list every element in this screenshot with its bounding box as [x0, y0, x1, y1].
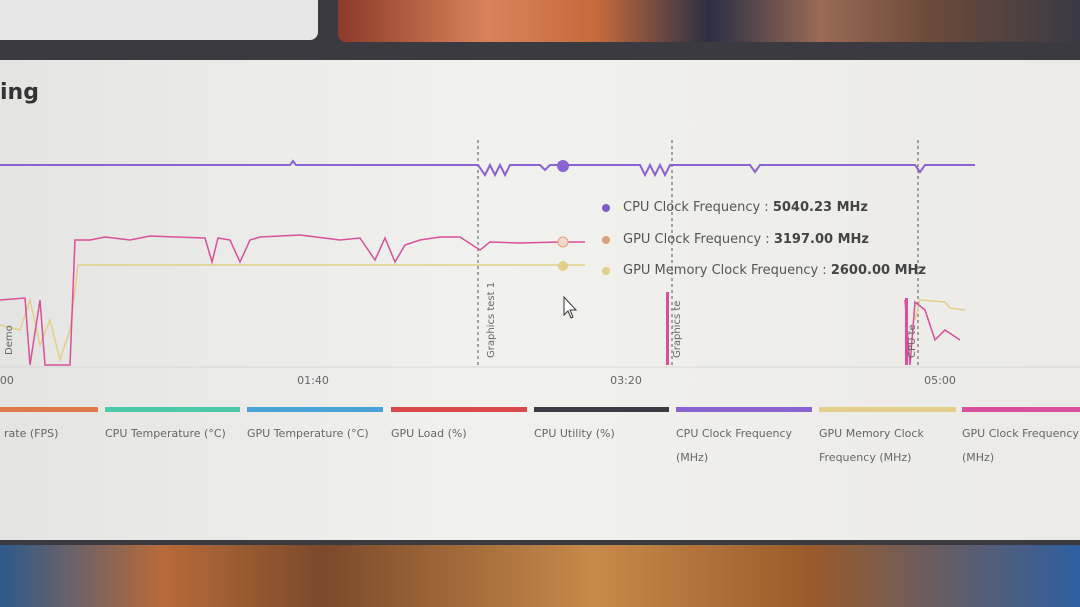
gpu-memory-clock-line	[0, 264, 585, 363]
tooltip-row: GPU Memory Clock Frequency : 2600.00 MHz	[623, 263, 926, 278]
tooltip-value: 3197.00 MHz	[773, 232, 869, 247]
tooltip-label: CPU Clock Frequency :	[623, 200, 769, 215]
legend-swatch	[534, 407, 669, 412]
mouse-cursor	[563, 295, 578, 319]
monitoring-panel	[0, 60, 1080, 540]
legend-item[interactable]: CPU Utility (%)	[534, 407, 669, 467]
marker-lines	[477, 140, 919, 365]
legend-item[interactable]: GPU Temperature (°C)	[247, 407, 383, 467]
tooltip-label: GPU Memory Clock Frequency :	[623, 263, 827, 278]
top-image	[338, 0, 1080, 42]
legend-swatch	[819, 407, 956, 412]
x-tick-label: :00	[0, 374, 14, 387]
legend-label: GPU Load (%)	[391, 427, 467, 440]
hover-point	[557, 236, 569, 248]
gpu-clock-line	[904, 299, 961, 366]
hover-point	[558, 261, 568, 271]
legend-swatch	[105, 407, 240, 412]
x-tick-label: 01:40	[297, 374, 329, 387]
legend-swatch	[0, 407, 98, 412]
marker-label: Demo	[4, 325, 15, 355]
gpu-clock-line	[0, 234, 585, 366]
tooltip-dot	[602, 236, 610, 244]
tooltip-value: 2600.00 MHz	[830, 263, 926, 278]
marker-bar	[905, 298, 908, 365]
legend-swatch	[391, 407, 527, 412]
marker-label: CPU te	[907, 324, 918, 358]
legend-swatch	[247, 407, 383, 412]
legend-swatch	[676, 407, 812, 412]
gpu-memory-clock-line	[914, 299, 966, 321]
tooltip-row: GPU Clock Frequency : 3197.00 MHz	[623, 232, 869, 247]
legend-swatch	[962, 407, 1080, 412]
tooltip-row: CPU Clock Frequency : 5040.23 MHz	[623, 200, 868, 215]
tooltip-dot	[602, 267, 610, 275]
legend-label: rate (FPS)	[4, 427, 59, 440]
marker-label: Graphics test 1	[486, 281, 497, 358]
x-tick-label: 05:00	[924, 374, 956, 387]
legend-item[interactable]: CPU Temperature (°C)	[105, 407, 240, 467]
tooltip-dot	[602, 204, 610, 212]
legend-item[interactable]: GPU Load (%)	[391, 407, 527, 467]
legend-label: CPU Clock Frequency (MHz)	[676, 427, 793, 464]
legend-label: GPU Clock Frequency (MHz)	[962, 427, 1079, 464]
legend-item[interactable]: rate (FPS)	[0, 407, 98, 467]
legend-label: CPU Temperature (°C)	[105, 427, 226, 440]
legend-item[interactable]: CPU Clock Frequency (MHz)	[676, 407, 812, 467]
legend-label: GPU Memory Clock Frequency (MHz)	[819, 427, 924, 464]
marker-bar	[666, 292, 669, 365]
legend-item[interactable]: GPU Clock Frequency (MHz)	[962, 407, 1080, 467]
panel-title: ing	[0, 80, 39, 105]
tooltip-value: 5040.23 MHz	[772, 200, 868, 215]
x-tick-label: 03:20	[610, 374, 642, 387]
legend-label: GPU Temperature (°C)	[247, 427, 369, 440]
hover-point	[557, 160, 569, 172]
monitoring-chart	[0, 140, 1080, 368]
cpu-clock-line	[0, 159, 975, 178]
top-card	[0, 0, 318, 40]
tooltip-label: GPU Clock Frequency :	[623, 232, 770, 247]
bottom-image	[0, 545, 1080, 607]
marker-label: Graphics te	[672, 300, 683, 358]
legend-item[interactable]: GPU Memory Clock Frequency (MHz)	[819, 407, 956, 467]
legend-label: CPU Utility (%)	[534, 427, 615, 440]
